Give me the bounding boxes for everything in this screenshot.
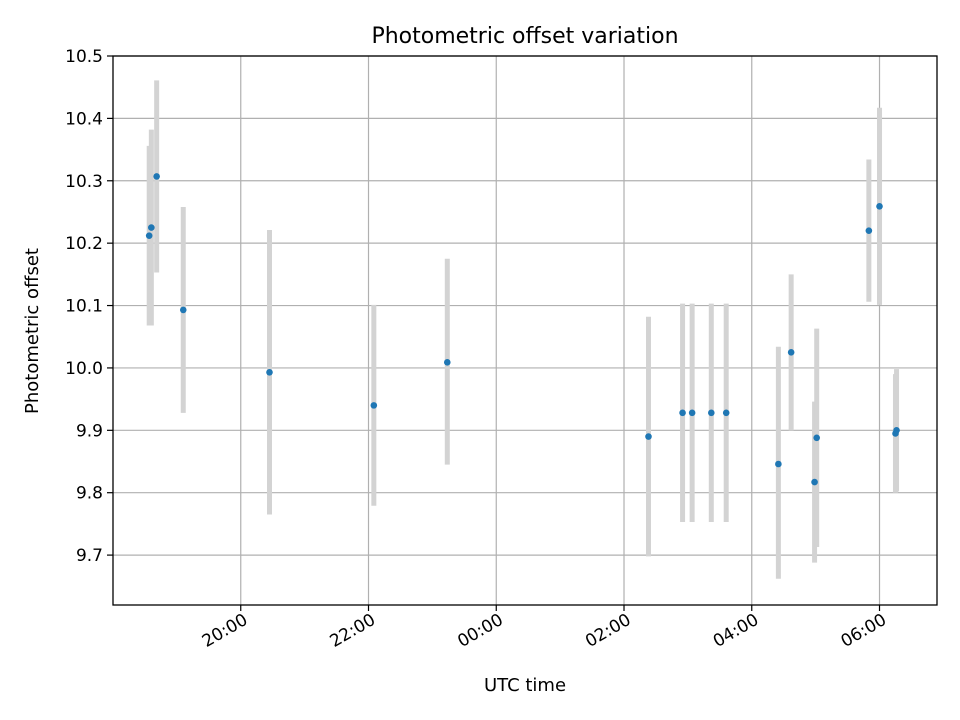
data-point [775,460,782,468]
y-tick-label: 10.1 [65,297,103,317]
data-point [153,173,160,180]
chart-title: Photometric offset variation [371,24,678,49]
x-tick-label: 00:00 [454,610,506,652]
data-point [865,227,873,234]
data-point [876,203,883,210]
x-tick-label: 20:00 [199,610,251,652]
data-point [688,409,696,417]
x-tick-label: 06:00 [838,610,890,652]
x-tick-label: 22:00 [327,610,379,652]
data-point [813,434,821,442]
x-tick-label: 02:00 [582,610,634,652]
data-point [179,306,187,314]
data-points [145,173,900,486]
y-tick-label: 9.8 [76,484,103,504]
y-tick-label: 9.9 [76,421,103,441]
data-point [893,427,900,434]
data-point [708,409,715,417]
y-tick-label: 10.2 [65,234,103,254]
data-point [148,224,155,231]
y-axis-label: Photometric offset [22,248,43,414]
data-point [811,478,818,486]
data-point [645,433,652,440]
data-point [679,409,686,417]
y-tick-label: 10.3 [65,172,103,192]
data-point [145,232,153,239]
y-tick-label: 9.7 [76,546,103,566]
y-tick-label: 10.0 [65,359,103,379]
y-tick-label: 10.4 [65,109,103,129]
x-tick-label: 04:00 [710,610,762,652]
data-point [787,349,795,356]
plot-frame [112,55,938,606]
data-point [266,368,273,376]
data-point [722,409,730,417]
data-point [370,402,378,409]
y-tick-label: 10.5 [65,47,103,67]
x-axis-label: UTC time [484,675,566,696]
x-axis-ticks: 20:00 22:00 00:00 02:00 04:00 06:00 [199,605,890,652]
data-point [443,359,451,366]
y-axis-ticks: 9.7 9.8 9.9 10.0 10.1 10.2 10.3 10.4 10.5 [65,47,113,566]
plot-area [113,56,937,605]
